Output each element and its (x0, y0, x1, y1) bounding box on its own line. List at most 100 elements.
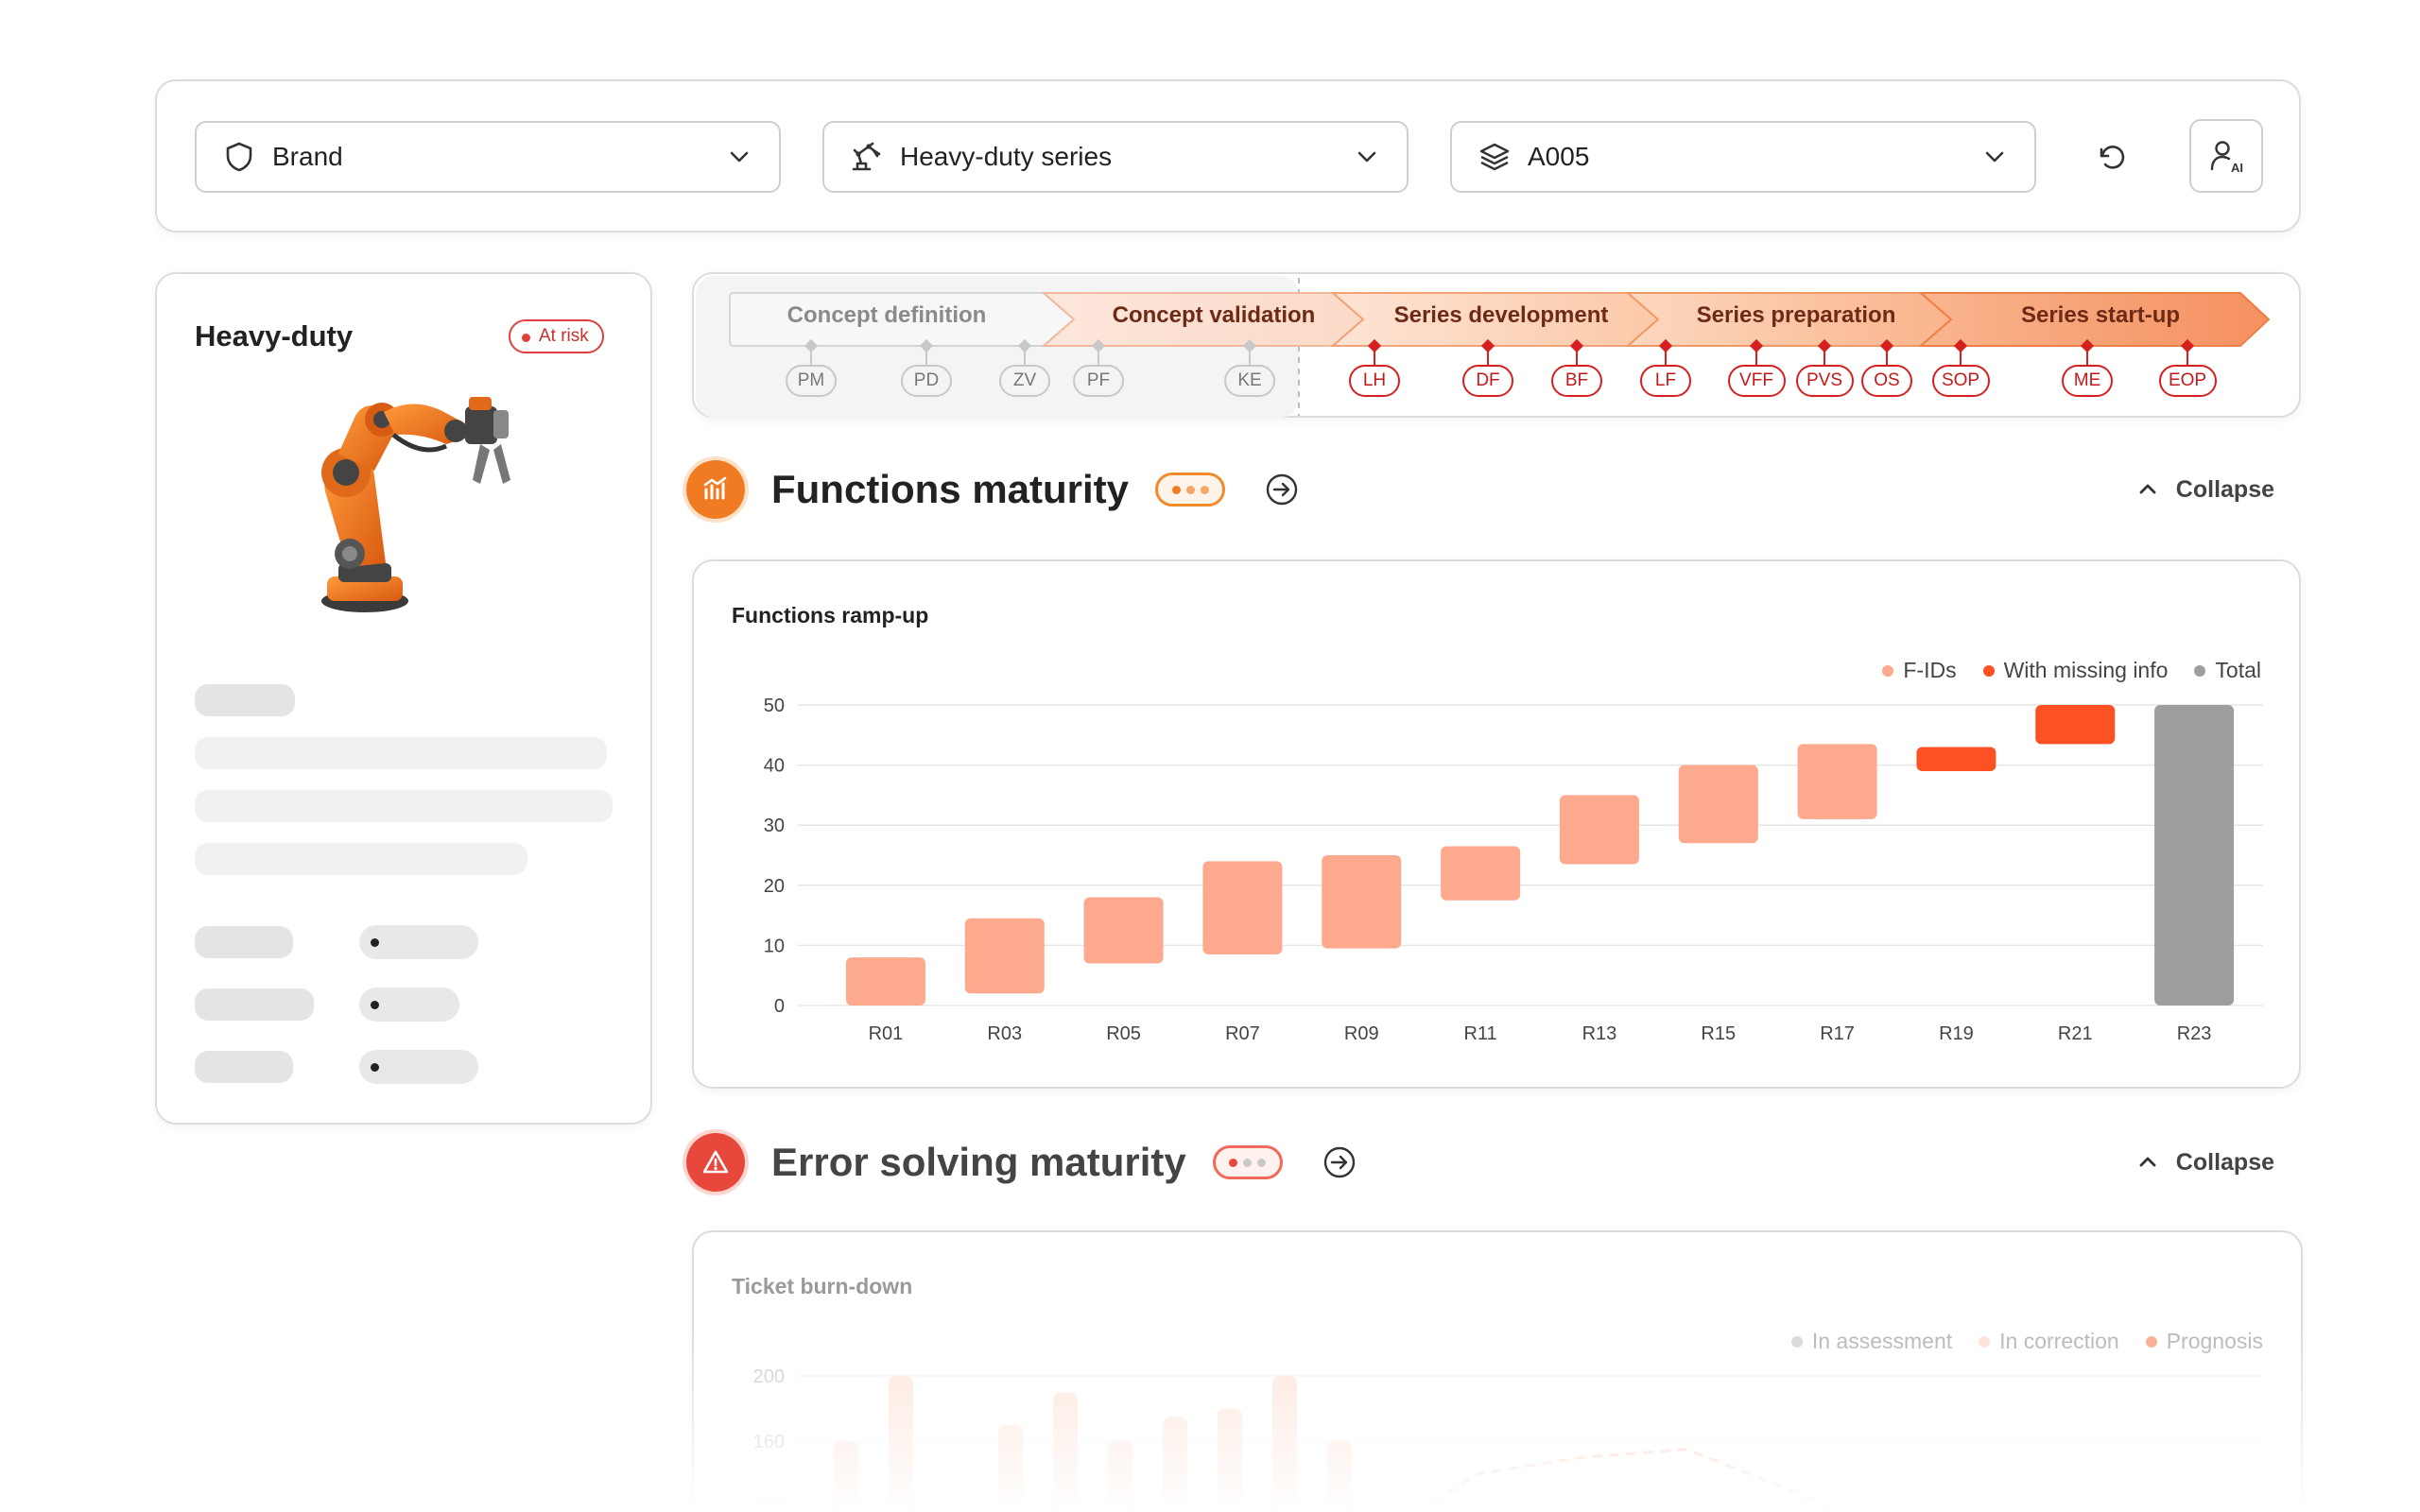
skeleton-pill (359, 925, 478, 959)
reset-button[interactable] (2091, 136, 2133, 178)
x-tick-label: R23 (2177, 1023, 2212, 1044)
gate-marker (1017, 338, 1032, 353)
chart-title: Functions ramp-up (732, 603, 929, 627)
x-tick-label: R07 (1225, 1023, 1260, 1044)
gate-marker (1367, 338, 1382, 353)
x-tick-label: R17 (1820, 1023, 1855, 1044)
skeleton-line (195, 843, 527, 875)
gate-marker (1091, 338, 1106, 353)
gate-zv[interactable]: ZV (999, 365, 1050, 397)
gate-lh[interactable]: LH (1349, 365, 1400, 397)
gate-marker (1242, 338, 1257, 353)
gate-marker (919, 338, 934, 353)
phase-series-start-up[interactable]: Series start-up (2020, 302, 2181, 328)
functions-collapse-button[interactable]: Collapse (2136, 476, 2284, 504)
bar-r11 (1441, 846, 1521, 901)
skeleton-line (195, 988, 314, 1021)
gate-pf[interactable]: PF (1073, 365, 1124, 397)
y-tick-label: 160 (753, 1432, 785, 1452)
gate-me[interactable]: ME (2062, 365, 2113, 397)
chevron-down-icon (730, 151, 749, 163)
gate-marker (1480, 338, 1495, 353)
rampup-plot: 0 10 20 30 40 50 R01 R03 R05 R07 R09 R11 R13 R15 R17 R1… (764, 696, 2263, 1044)
product-title: Heavy-duty (195, 319, 354, 352)
gate-df[interactable]: DF (1462, 365, 1513, 397)
phase-concept-validation[interactable]: Concept validation (1112, 302, 1316, 328)
burndown-bar (1053, 1392, 1078, 1512)
model-select-label: A005 (1528, 142, 1590, 171)
warning-icon (686, 1133, 745, 1192)
skeleton-pill (359, 988, 459, 1022)
gate-ke[interactable]: KE (1224, 365, 1275, 397)
shield-icon (223, 141, 255, 173)
functions-status-pill (1155, 472, 1226, 507)
y-tick-label: 0 (774, 996, 785, 1017)
x-tick-label: R09 (1344, 1023, 1379, 1044)
error-collapse-button[interactable]: Collapse (2136, 1149, 2284, 1177)
model-select[interactable]: A005 (1450, 121, 2036, 193)
legend-item-total: Total (2194, 658, 2261, 683)
bar-r21 (2035, 705, 2116, 745)
legend-label: Total (2215, 658, 2261, 682)
chart-up-icon (686, 460, 745, 519)
phase-series-preparation[interactable]: Series preparation (1696, 302, 1896, 328)
collapse-label: Collapse (2175, 1148, 2274, 1176)
bar-r15 (1678, 765, 1758, 844)
phase-concept-definition[interactable]: Concept definition (786, 302, 987, 328)
chevron-up-icon (2139, 484, 2156, 494)
chevron-down-icon (1985, 151, 2004, 163)
goto-icon[interactable] (1263, 471, 1301, 508)
functions-section-header: Functions maturity Collapse (686, 459, 2284, 520)
burndown-bar (834, 1441, 858, 1512)
bar-r23 (2154, 705, 2235, 1005)
x-tick-label: R05 (1106, 1023, 1141, 1044)
legend-item-missing-info: With missing info (1982, 658, 2168, 683)
ai-assistant-button[interactable]: AI (2189, 119, 2263, 193)
phase-series-development[interactable]: Series development (1393, 302, 1609, 328)
gate-marker (1879, 338, 1894, 353)
gate-marker (1817, 338, 1832, 353)
series-select[interactable]: Heavy-duty series (822, 121, 1409, 193)
skeleton-line (195, 684, 295, 716)
bar-r13 (1559, 795, 1639, 865)
chart-title: Ticket burn-down (732, 1274, 913, 1298)
y-tick-label: 40 (764, 756, 785, 777)
x-tick-label: R11 (1463, 1023, 1496, 1044)
gate-bf[interactable]: BF (1551, 365, 1602, 397)
gate-vff[interactable]: VFF (1727, 365, 1786, 397)
gate-marker (1749, 338, 1764, 353)
y-tick-label: 200 (753, 1366, 785, 1387)
gate-lf[interactable]: LF (1640, 365, 1691, 397)
gate-eop[interactable]: EOP (2158, 365, 2217, 397)
bar-r19 (1916, 747, 1996, 771)
gate-os[interactable]: OS (1861, 365, 1912, 397)
bar-r05 (1083, 897, 1164, 964)
gate-marker (804, 338, 819, 353)
gate-pd[interactable]: PD (901, 365, 952, 397)
filter-bar: Brand Heavy-duty series A005 AI (155, 79, 2301, 232)
skeleton-line (195, 790, 613, 822)
prognosis-line (1414, 1448, 1841, 1512)
ai-label: AI (2231, 161, 2243, 175)
burndown-bar (1218, 1408, 1242, 1512)
burndown-bar (1163, 1417, 1187, 1512)
burndown-bar (889, 1376, 913, 1512)
product-card: Heavy-duty At risk (155, 272, 652, 1125)
burndown-bar (998, 1424, 1023, 1512)
brand-select[interactable]: Brand (195, 121, 781, 193)
functions-rampup-chart: Functions ramp-up F-IDs With missing inf… (692, 559, 2301, 1089)
burndown-plot: 120 160 200 (753, 1366, 2263, 1512)
x-tick-label: R21 (2058, 1023, 2093, 1044)
x-tick-label: R13 (1582, 1023, 1617, 1044)
brand-select-label: Brand (272, 142, 343, 171)
gate-sop[interactable]: SOP (1931, 365, 1990, 397)
y-tick-label: 10 (764, 936, 785, 956)
goto-icon[interactable] (1321, 1143, 1358, 1181)
gate-pvs[interactable]: PVS (1795, 365, 1854, 397)
error-status-pill (1212, 1145, 1283, 1179)
bar-r07 (1202, 861, 1283, 954)
gate-pm[interactable]: PM (786, 365, 837, 397)
error-section-title: Error solving maturity (771, 1140, 1186, 1184)
x-tick-label: R03 (987, 1023, 1022, 1044)
rotate-ccw-icon (2100, 146, 2125, 169)
